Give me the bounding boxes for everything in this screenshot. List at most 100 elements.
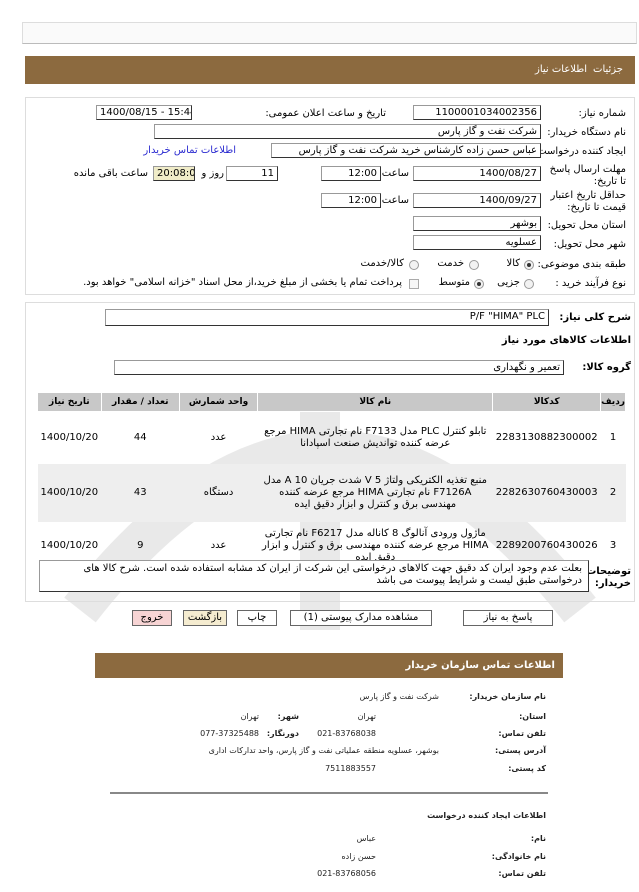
process-label: نوع فرآیند خرید : [555,278,626,289]
category-label: طبقه بندی موضوعی: [537,259,626,270]
goods-table: ردیف کدکالا نام کالا واحد شمارش تعداد / … [37,392,626,570]
attachments-button[interactable]: مشاهده مدارک پیوستی (1) [290,610,432,626]
category-option-both: کالا/خدمت [360,258,405,269]
remaining-label: ساعت باقی مانده [73,168,148,179]
contact-address-label: آدرس پستی: [495,746,546,755]
process-radio-minor[interactable] [524,279,534,289]
table-row: 1 2283130882300002 تابلو کنترل PLC مدل F… [38,412,626,464]
goods-info-title: اطلاعات کالاهای مورد نیاز [501,335,631,346]
col-qty: تعداد / مقدار [100,392,180,412]
row-number: 2 [600,463,626,522]
col-date: تاریخ نیاز [37,392,102,412]
deadline-date-field: 1400/08/27 [413,166,541,181]
need-number-label: شماره نیاز: [578,108,627,119]
deadline-time-field: 12:00 [321,166,381,181]
creator-phone-label: تلفن تماس: [498,869,546,878]
city-field: عسلویه [413,235,541,250]
goods-name: منبع تغذیه الکتریکی ولتاژ 5 V شدت جریان … [257,463,493,522]
contact-org-label: نام سازمان خریدار: [469,692,546,701]
group-field: تعمیر و نگهداری [114,360,564,375]
goods-date: 1400/10/20 [40,539,99,551]
contact-postal-label: کد پستی: [508,764,546,773]
contact-phone: 021-83768038 [317,729,376,738]
creator-field: عباس حسن زاده کارشناس خرید شرکت نفت و گا… [271,143,541,158]
creator-info-title: اطلاعات ایجاد کننده درخواست [427,811,546,820]
table-row: 2 2282630760430003 منبع تغذیه الکتریکی و… [37,463,626,522]
goods-unit: عدد [210,431,227,443]
category-option-service: خدمت [437,258,464,269]
tab-need-info[interactable]: اطلاعات نیاز [535,64,587,75]
row-number: 3 [609,539,617,551]
need-number-field: 1100001034002356 [413,105,541,120]
creator-name-label: نام: [530,834,546,843]
creator-label: ایجاد کننده درخواست: [533,146,626,157]
days-field: 11 [226,166,278,181]
creator-phone: 021-83768056 [317,869,376,878]
col-name: نام کالا [257,392,494,412]
contact-address: بوشهر، عسلویه منطقه عملیاتی نفت و گاز پا… [208,746,439,755]
col-unit: واحد شمارش [178,392,259,412]
creator-name: عباس [356,834,376,843]
validity-time-field: 12:00 [321,193,381,208]
deadline-label: مهلت ارسال پاسخ تا تاریخ: [549,164,626,187]
buyer-org-field: شرکت نفت و گاز پارس [154,124,541,139]
group-label: گروه کالا: [582,362,631,373]
header-bar: جزئیات اطلاعات نیاز [25,56,635,84]
goods-code: 2282630760430003 [492,463,601,522]
days-label: روز و [201,168,225,179]
goods-qty: 44 [133,431,147,443]
goods-unit: دستگاه [179,463,258,522]
goods-qty: 43 [101,463,180,522]
notes-label: توضیحات خریدار: [586,566,631,589]
summary-field: P/F "HIMA" PLC [105,309,549,326]
col-row: ردیف [600,392,626,412]
col-code: کدکالا [492,392,602,412]
process-radio-medium[interactable] [474,279,484,289]
deadline-time-label: ساعت [381,168,409,179]
category-radio-service[interactable] [469,260,479,270]
goods-name: تابلو کنترل PLC مدل F7133 نام تجارتی HIM… [264,425,487,449]
goods-date: 1400/10/20 [37,463,102,522]
city-label: شهر محل تحویل: [553,239,626,250]
validity-label: حداقل تاریخ اعتبار قیمت تا تاریخ: [550,190,626,213]
payment-note: پرداخت تمام یا بخشی از مبلغ خرید،از محل … [83,277,402,288]
reply-button[interactable]: پاسخ به نیاز [463,610,553,626]
print-button[interactable]: چاپ [237,610,277,626]
goods-unit: عدد [210,539,227,551]
back-button[interactable]: بازگشت [183,610,227,626]
process-option-minor: جزیی [497,277,520,288]
buyer-contact-link[interactable]: اطلاعات تماس خریدار [143,145,236,156]
contact-org: شرکت نفت و گاز پارس [359,692,439,701]
tab-details[interactable]: جزئیات [593,64,623,75]
contact-province: تهران [357,712,376,721]
contact-city: تهران [240,712,259,721]
goods-qty: 9 [137,539,144,551]
category-option-goods: کالا [506,258,520,269]
contact-city-label: شهر: [277,712,299,721]
notes-field: بعلت عدم وجود ایران کد دقیق جهت کالاهای … [39,560,589,592]
top-strip [22,22,637,44]
goods-date: 1400/10/20 [40,431,99,443]
validity-date-field: 1400/09/27 [413,193,541,208]
contact-header: اطلاعات تماس سازمان خریدار [95,653,563,678]
contact-postal: 7511883557 [325,764,376,773]
announce-field: 1400/08/15 - 15:44 [96,105,192,120]
province-field: بوشهر [413,216,541,231]
province-label: استان محل تحویل: [547,220,626,231]
exit-button[interactable]: خروج [132,610,172,626]
divider [110,792,548,794]
contact-province-label: استان: [519,712,546,721]
remaining-time-field: 20:08:00 [153,166,195,181]
treasury-payment-checkbox[interactable] [409,279,419,289]
summary-label: شرح کلی نیاز: [559,312,631,323]
creator-family-label: نام خانوادگی: [491,852,546,861]
category-radio-goods[interactable] [524,260,534,270]
process-option-medium: متوسط [438,277,470,288]
category-radio-both[interactable] [409,260,419,270]
contact-fax-label: دورنگار: [266,729,299,738]
buyer-org-label: نام دستگاه خریدار: [547,127,626,138]
goods-code: 2289200760430026 [495,539,598,551]
table-row: 3 2289200760430026 ماژول ورودی آنالوگ 8 … [38,522,626,570]
announce-label: تاریخ و ساعت اعلان عمومی: [265,108,386,119]
creator-family: حسن زاده [341,852,376,861]
